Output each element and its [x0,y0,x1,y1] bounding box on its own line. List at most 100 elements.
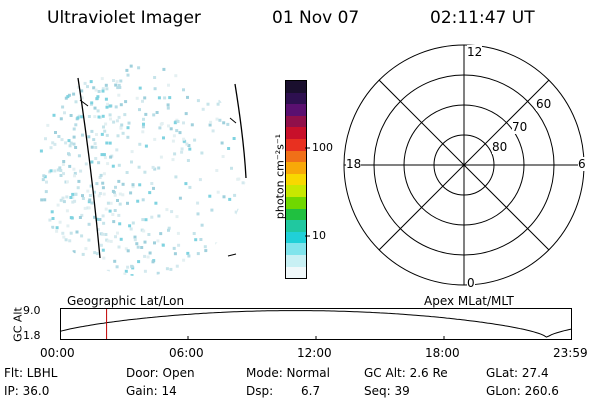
speckle [98,176,102,179]
speckle [166,103,170,107]
speckle [74,100,78,104]
speckle [102,221,106,225]
speckle [103,156,107,160]
speckle [111,164,115,168]
speckle [218,99,222,103]
speckle [196,252,200,256]
info-filter: Flt: LBHL [4,366,58,380]
speckle [187,254,191,258]
speckle [144,144,148,148]
speckle [77,154,81,158]
speckle [115,119,119,123]
speckle [130,274,134,276]
strip-xtick-0: 00:00 [40,346,75,360]
colorbar-segment [286,162,306,174]
speckle [106,201,110,205]
colorbar-segment [286,104,306,116]
speckle [104,122,108,126]
speckle [104,97,108,101]
speckle [55,226,59,230]
speckle [173,252,177,256]
speckle [173,121,177,125]
speckle [73,199,77,203]
speckle [66,95,70,99]
speckle [188,185,192,189]
speckle [69,216,73,220]
strip-right-title: Apex MLat/MLT [424,294,514,308]
speckle [194,238,198,242]
speckle [152,186,155,190]
speckle [42,174,46,178]
speckle [108,104,112,108]
speckle [176,231,180,235]
speckle [94,145,98,149]
speckle [142,229,146,233]
speckle [186,159,190,162]
speckle [72,135,76,139]
speckle [106,102,109,106]
speckle [167,124,170,128]
speckle [114,105,118,109]
speckle [121,182,125,186]
colorbar-segment [286,92,306,105]
speckle [56,203,60,207]
speckle [178,131,182,135]
speckle [117,213,121,217]
speckle [74,192,78,196]
speckle [84,247,88,251]
speckle [137,165,141,169]
speckle [88,194,92,197]
speckle [48,218,52,222]
speckle [72,142,76,146]
speckle [124,247,128,251]
speckle [201,107,205,111]
speckle [41,178,45,182]
colorbar [285,80,307,279]
speckle [117,245,121,249]
colorbar-segment [286,196,306,209]
speckle [87,222,91,226]
speckle [104,233,108,236]
speckle [226,122,230,126]
speckle [87,135,91,139]
speckle [186,95,189,99]
speckle [112,220,116,224]
speckle [112,79,115,82]
speckle [101,232,105,236]
speckle [236,213,240,217]
speckle [137,66,141,70]
speckle [62,160,66,163]
speckle [67,152,70,156]
speckle [102,256,106,260]
speckle [76,186,80,190]
speckle [131,185,135,189]
speckle [159,155,163,159]
speckle [106,239,110,243]
speckle [64,96,68,100]
speckle [61,105,65,109]
speckle [59,174,63,177]
speckle [138,183,142,187]
speckle [174,74,178,78]
speckle [109,201,113,205]
speckle [182,88,185,92]
speckle [131,183,135,187]
speckle [116,199,119,202]
speckle [166,106,170,110]
speckle [81,133,84,137]
info-door: Door: Open [126,366,195,380]
speckle [167,226,171,230]
speckle [138,108,141,112]
speckle [221,155,225,158]
speckle [155,111,159,114]
speckle [53,142,57,146]
speckle [111,213,115,216]
speckle [89,80,93,84]
speckle [115,265,119,269]
speckle [141,198,145,202]
mlt-label-bottom: 0 [467,276,475,290]
speckle [148,191,152,195]
speckle [57,135,61,138]
colorbar-segment [286,173,306,186]
speckle [206,102,210,106]
